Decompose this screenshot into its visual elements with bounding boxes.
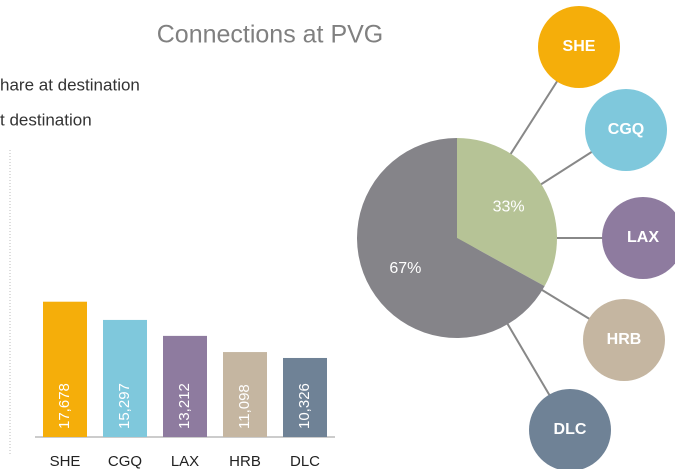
- destination-bubble: [602, 197, 675, 279]
- destination-label: HRB: [607, 331, 642, 348]
- bar: [43, 301, 87, 437]
- chart-title: Connections at PVG: [157, 21, 384, 49]
- destination-label: LAX: [627, 229, 659, 246]
- value-label: 33%: [493, 199, 525, 216]
- destination-bubble: [538, 6, 620, 88]
- value-label: 10,326: [296, 383, 313, 429]
- value-label: 13,212: [176, 383, 193, 429]
- legend-entry: hare at destination: [0, 75, 140, 94]
- bar: [163, 335, 207, 437]
- x-tick-label: SHE: [50, 453, 81, 469]
- bar: [103, 319, 147, 437]
- x-tick-label: DLC: [290, 453, 320, 469]
- x-tick-label: LAX: [171, 453, 199, 469]
- x-tick-label: CGQ: [108, 453, 142, 469]
- pie-slice: [356, 138, 545, 338]
- destination-bubble: [583, 299, 665, 381]
- value-label: 11,098: [236, 384, 253, 429]
- destination-label: DLC: [554, 421, 587, 438]
- destination-label: CGQ: [608, 121, 644, 138]
- bar: [283, 357, 327, 437]
- destination-label: SHE: [563, 38, 596, 55]
- value-label: 17,678: [56, 383, 73, 429]
- destination-bubble: [585, 89, 667, 171]
- destination-bubble: [529, 389, 611, 469]
- pie-slice: [457, 138, 557, 287]
- bar: [223, 352, 267, 437]
- x-tick-label: HRB: [229, 453, 261, 469]
- value-label: 15,297: [116, 383, 133, 429]
- value-label: 67%: [389, 260, 421, 277]
- legend-entry: t destination: [0, 110, 92, 129]
